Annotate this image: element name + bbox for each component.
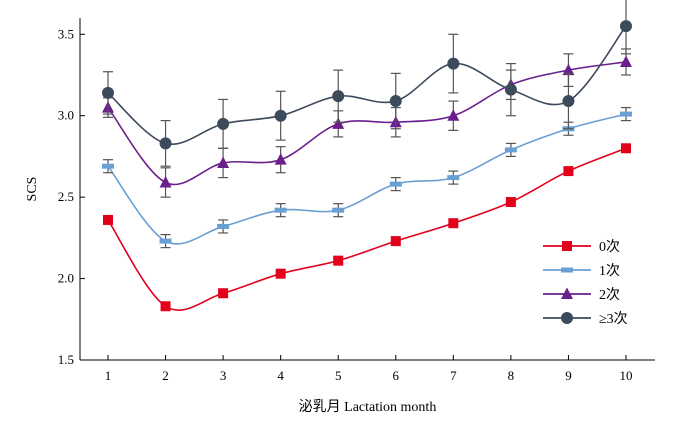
legend-label: ≥3次 <box>599 311 628 327</box>
x-tick-label: 7 <box>450 368 457 383</box>
series-line <box>107 147 627 311</box>
data-point-dash <box>102 163 114 169</box>
data-point-triangle <box>620 55 632 67</box>
data-point-circle <box>159 137 172 150</box>
y-axis-title: SCS <box>25 177 40 202</box>
data-point-circle <box>217 117 230 130</box>
x-tick-label: 4 <box>277 368 284 383</box>
data-point-triangle <box>561 287 573 299</box>
data-point-dash <box>217 223 230 229</box>
data-point-triangle <box>217 156 230 168</box>
data-point-circle <box>102 86 114 99</box>
data-point-dash <box>561 267 573 273</box>
data-point-circle <box>504 83 517 96</box>
data-point-square <box>275 268 286 279</box>
data-point-circle <box>274 109 287 122</box>
y-tick-label: 3.5 <box>58 26 74 41</box>
x-tick-label: 9 <box>565 368 572 383</box>
legend-label: 2次 <box>599 287 620 303</box>
legend-entry-3: 2次 <box>543 287 620 303</box>
y-tick-label: 3.0 <box>58 108 74 123</box>
series-4 <box>102 0 632 167</box>
data-point-square <box>103 214 113 225</box>
x-tick-label: 8 <box>508 368 515 383</box>
series-3 <box>102 48 632 198</box>
x-tick-label: 10 <box>620 368 633 383</box>
data-point-square <box>505 197 516 208</box>
data-point-dash <box>620 111 632 117</box>
chart-axes: 1.5 2.0 2.5 3.0 3.5 1 2 3 4 5 6 7 8 9 10 <box>58 18 655 383</box>
series-line <box>107 61 627 186</box>
data-point-circle <box>561 312 573 324</box>
y-tick-label: 2.0 <box>58 271 74 286</box>
data-point-dash <box>159 238 172 244</box>
legend: 0次 1次 2次 ≥3次 <box>543 239 628 327</box>
data-point-square <box>218 288 229 299</box>
series-line <box>107 113 627 245</box>
y-tick-label: 2.5 <box>58 189 74 204</box>
data-point-circle <box>332 90 345 103</box>
data-point-triangle <box>447 109 460 121</box>
plot-area <box>102 0 632 312</box>
x-tick-label: 2 <box>162 368 169 383</box>
data-point-triangle <box>274 153 287 165</box>
legend-label: 0次 <box>599 239 620 255</box>
legend-entry-2: 1次 <box>543 263 620 279</box>
data-point-dash <box>447 175 460 181</box>
series-line <box>107 25 627 146</box>
data-point-dash <box>504 147 517 153</box>
data-point-triangle <box>332 117 345 129</box>
x-tick-label: 1 <box>105 368 112 383</box>
data-point-square <box>563 166 574 177</box>
data-point-square <box>390 236 401 247</box>
data-point-square <box>160 301 171 312</box>
data-point-triangle <box>159 175 172 188</box>
data-point-circle <box>620 20 632 33</box>
data-point-square <box>621 143 631 154</box>
data-point-square <box>333 255 344 266</box>
data-point-circle <box>562 95 575 108</box>
y-tick-label: 1.5 <box>58 352 74 367</box>
data-point-circle <box>447 57 460 70</box>
data-point-triangle <box>562 63 575 76</box>
x-tick-label: 6 <box>393 368 400 383</box>
x-tick-label: 3 <box>220 368 227 383</box>
data-point-dash <box>389 181 402 187</box>
data-point-dash <box>274 207 287 213</box>
data-point-square <box>562 241 572 251</box>
legend-label: 1次 <box>599 263 620 279</box>
legend-entry-4: ≥3次 <box>543 311 628 327</box>
legend-entry-1: 0次 <box>543 239 620 255</box>
x-axis-title: 泌乳月 Lactation month <box>299 399 437 415</box>
series-2 <box>102 106 632 249</box>
data-point-dash <box>332 207 345 213</box>
data-point-square <box>448 218 459 229</box>
x-tick-label: 5 <box>335 368 342 383</box>
series-1 <box>103 143 631 312</box>
data-point-circle <box>389 95 402 108</box>
